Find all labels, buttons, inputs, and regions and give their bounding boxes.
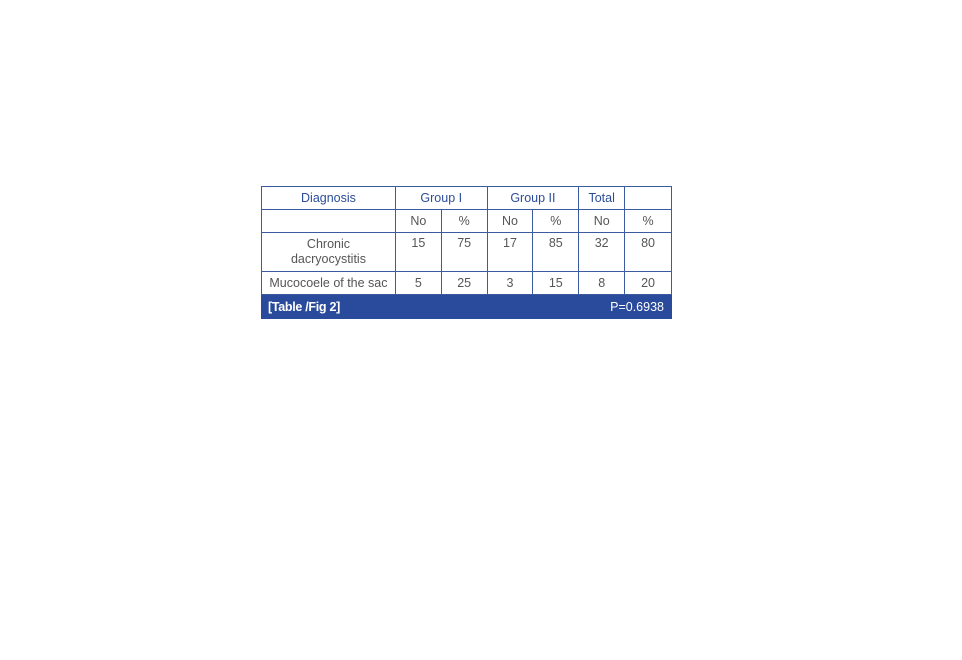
p-value: P=0.6938 <box>532 294 672 319</box>
cell: 20 <box>624 271 672 295</box>
cell: 85 <box>532 232 580 272</box>
cell: 15 <box>532 271 580 295</box>
subheader-cell: % <box>440 209 488 233</box>
cell: 3 <box>486 271 534 295</box>
cell: 32 <box>578 232 626 272</box>
header-row: Diagnosis Group I Group II Total <box>261 186 672 210</box>
cell: 17 <box>486 232 534 272</box>
subheader-row: No % No % No % <box>261 209 672 233</box>
footer-row: [Table /Fig 2] P=0.6938 <box>260 294 672 319</box>
subheader-cell: % <box>532 209 580 233</box>
header-total: Total <box>578 186 626 210</box>
cell: 80 <box>624 232 672 272</box>
cell: 5 <box>394 271 442 295</box>
subheader-cell: No <box>394 209 442 233</box>
subheader-cell: No <box>578 209 626 233</box>
header-group-2: Group II <box>486 186 580 210</box>
subheader-cell: No <box>486 209 534 233</box>
cell: 75 <box>440 232 488 272</box>
header-group-1: Group I <box>394 186 488 210</box>
header-diagnosis: Diagnosis <box>261 186 396 210</box>
cell: 25 <box>440 271 488 295</box>
header-empty <box>624 186 672 210</box>
cell: Chronic dacryocystitis <box>261 232 396 272</box>
cell: 8 <box>578 271 626 295</box>
diagnosis-table: Diagnosis Group I Group II Total No % No… <box>260 186 672 319</box>
subheader-cell: % <box>624 209 672 233</box>
subheader-cell <box>261 209 396 233</box>
cell: Mucocoele of the sac <box>261 271 396 295</box>
table-row: Chronic dacryocystitis 15 75 17 85 32 80 <box>261 232 672 272</box>
table-row: Mucocoele of the sac 5 25 3 15 8 20 <box>261 271 672 295</box>
table-caption: [Table /Fig 2] <box>260 294 534 319</box>
cell: 15 <box>394 232 442 272</box>
